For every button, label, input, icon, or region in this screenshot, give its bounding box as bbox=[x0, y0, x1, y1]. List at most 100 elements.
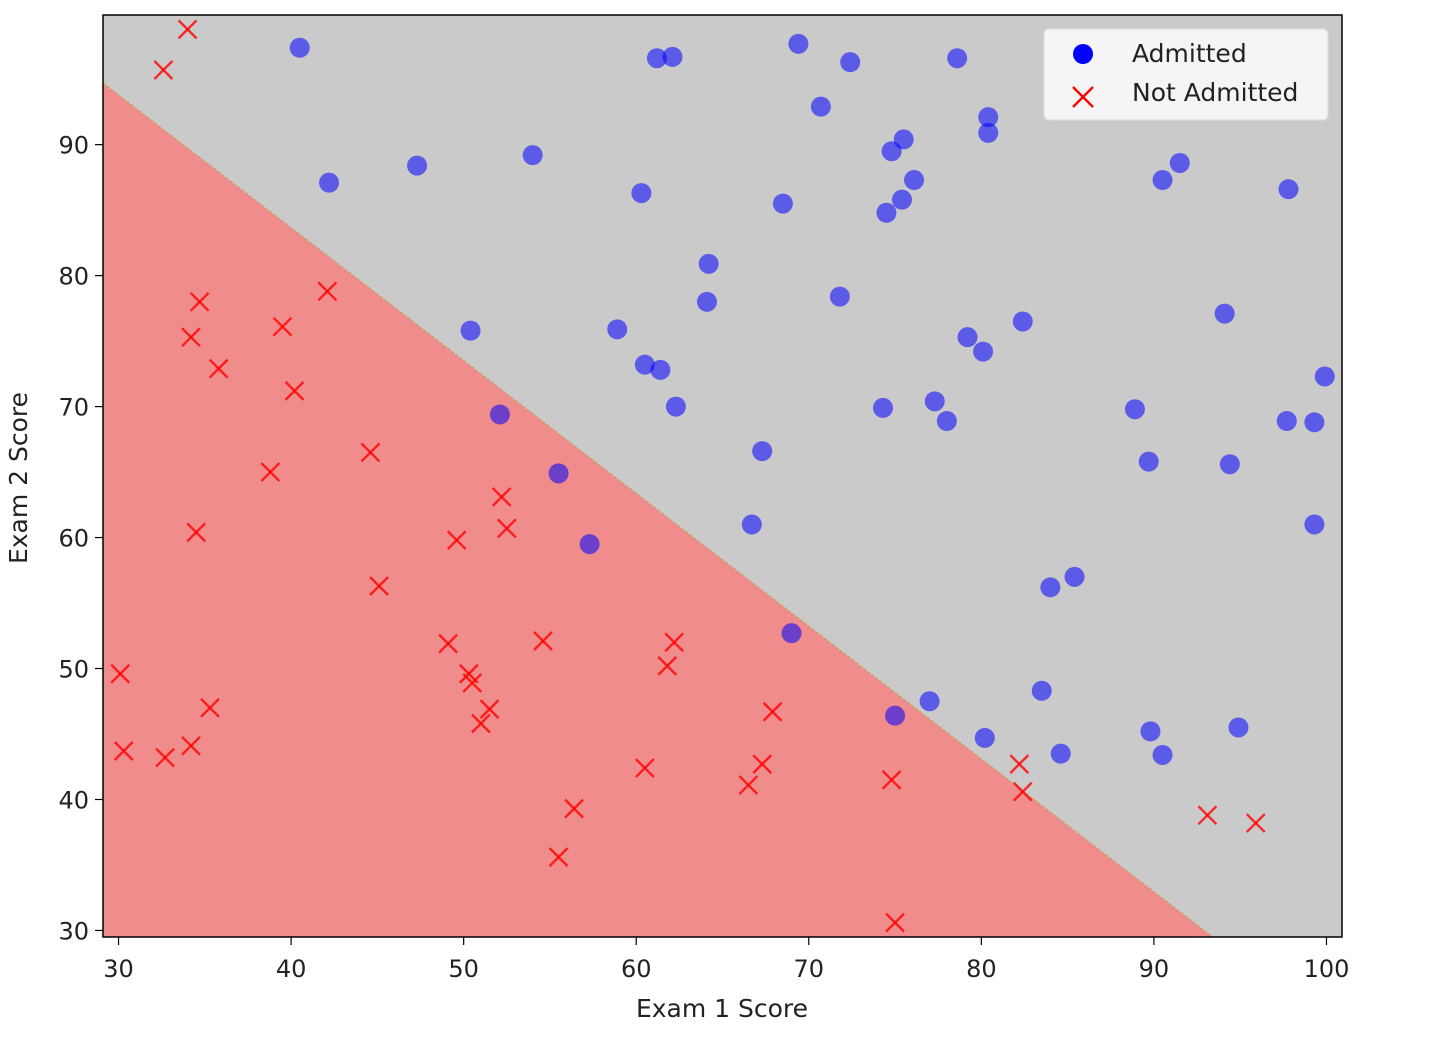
point-not-admitted bbox=[1009, 754, 1030, 774]
point-admitted bbox=[772, 193, 793, 214]
point-not-admitted bbox=[491, 487, 512, 507]
point-admitted bbox=[548, 463, 569, 484]
point-admitted bbox=[781, 623, 802, 644]
point-admitted bbox=[1140, 721, 1161, 742]
point-admitted bbox=[741, 514, 762, 535]
point-not-admitted bbox=[533, 631, 553, 651]
point-admitted bbox=[1304, 412, 1325, 433]
point-not-admitted bbox=[186, 522, 207, 543]
point-admitted bbox=[978, 122, 999, 143]
y-tick-label: 90 bbox=[58, 132, 89, 160]
point-not-admitted bbox=[200, 697, 220, 718]
x-axis-label: Exam 1 Score bbox=[636, 994, 808, 1023]
point-admitted bbox=[607, 319, 628, 340]
point-admitted bbox=[1040, 577, 1061, 598]
point-admitted bbox=[1278, 179, 1299, 200]
point-not-admitted bbox=[664, 632, 685, 653]
point-not-admitted bbox=[181, 327, 201, 348]
point-admitted bbox=[489, 404, 510, 425]
legend-box bbox=[1043, 28, 1329, 121]
point-admitted bbox=[840, 52, 861, 73]
point-admitted bbox=[885, 705, 906, 726]
point-not-admitted bbox=[189, 291, 210, 312]
point-not-admitted bbox=[110, 663, 131, 684]
point-not-admitted bbox=[479, 699, 500, 719]
y-tick-label: 40 bbox=[58, 786, 89, 814]
point-not-admitted bbox=[208, 358, 229, 379]
decision-boundary bbox=[103, 82, 1214, 937]
point-admitted bbox=[1124, 399, 1145, 420]
point-admitted bbox=[978, 107, 999, 128]
point-admitted bbox=[1031, 680, 1052, 701]
y-axis: 30 40 50 60 70 80 90 bbox=[58, 132, 103, 945]
plot-frame bbox=[102, 14, 1343, 938]
point-admitted bbox=[1152, 170, 1173, 191]
point-admitted bbox=[957, 327, 978, 348]
y-axis-label: Exam 2 Score bbox=[4, 392, 33, 564]
boundary-line bbox=[103, 82, 1214, 937]
point-admitted bbox=[829, 286, 850, 307]
point-admitted bbox=[1169, 152, 1190, 173]
point-admitted bbox=[289, 37, 310, 58]
x-tick-label: 90 bbox=[1139, 955, 1170, 983]
point-admitted bbox=[1152, 744, 1173, 765]
point-admitted bbox=[1219, 454, 1240, 475]
point-not-admitted bbox=[113, 741, 134, 761]
point-not-admitted bbox=[471, 713, 491, 734]
point-not-admitted bbox=[762, 701, 783, 722]
x-tick-label: 60 bbox=[621, 955, 652, 983]
y-tick-label: 50 bbox=[58, 656, 89, 684]
point-not-admitted bbox=[548, 847, 569, 867]
point-admitted bbox=[460, 320, 481, 341]
point-admitted bbox=[752, 441, 773, 462]
point-not-admitted bbox=[317, 281, 338, 302]
point-not-admitted bbox=[260, 462, 281, 482]
data-points bbox=[110, 19, 1335, 933]
point-admitted bbox=[891, 189, 912, 210]
point-admitted bbox=[1050, 743, 1071, 764]
point-admitted bbox=[646, 48, 667, 69]
point-admitted bbox=[974, 727, 995, 748]
x-tick-label: 30 bbox=[103, 955, 134, 983]
point-not-admitted bbox=[369, 576, 389, 596]
y-tick-label: 30 bbox=[58, 917, 89, 945]
point-admitted bbox=[698, 253, 719, 274]
point-not-admitted bbox=[177, 19, 198, 40]
point-admitted bbox=[696, 291, 717, 312]
point-admitted bbox=[788, 33, 809, 54]
y-tick-label: 70 bbox=[58, 394, 89, 422]
point-not-admitted bbox=[496, 518, 517, 539]
point-admitted bbox=[1064, 566, 1085, 587]
point-not-admitted bbox=[752, 754, 773, 774]
point-not-admitted bbox=[657, 656, 678, 676]
point-admitted bbox=[919, 691, 940, 712]
point-admitted bbox=[1012, 311, 1033, 332]
point-admitted bbox=[1138, 451, 1159, 472]
x-tick-label: 100 bbox=[1304, 955, 1350, 983]
point-admitted bbox=[522, 145, 543, 166]
point-not-admitted bbox=[885, 912, 905, 933]
point-admitted bbox=[947, 48, 968, 69]
point-admitted bbox=[650, 359, 671, 380]
legend-marker-admitted bbox=[1073, 44, 1093, 64]
legend-label-admitted: Admitted bbox=[1132, 39, 1247, 68]
point-not-admitted bbox=[153, 60, 174, 80]
point-admitted bbox=[634, 354, 655, 375]
point-not-admitted bbox=[564, 798, 584, 819]
y-tick-label: 80 bbox=[58, 263, 89, 291]
point-admitted bbox=[810, 96, 831, 117]
point-admitted bbox=[631, 183, 652, 204]
legend-marker-not-admitted bbox=[1072, 86, 1094, 108]
point-admitted bbox=[665, 396, 686, 417]
point-not-admitted bbox=[438, 633, 458, 654]
point-admitted bbox=[1304, 514, 1325, 535]
point-admitted bbox=[1314, 366, 1335, 387]
y-tick-label: 60 bbox=[58, 525, 89, 553]
point-admitted bbox=[904, 170, 925, 191]
point-not-admitted bbox=[155, 747, 175, 768]
x-tick-label: 80 bbox=[966, 955, 997, 983]
point-admitted bbox=[876, 202, 897, 223]
point-not-admitted bbox=[1012, 781, 1033, 802]
point-not-admitted bbox=[1245, 813, 1266, 833]
